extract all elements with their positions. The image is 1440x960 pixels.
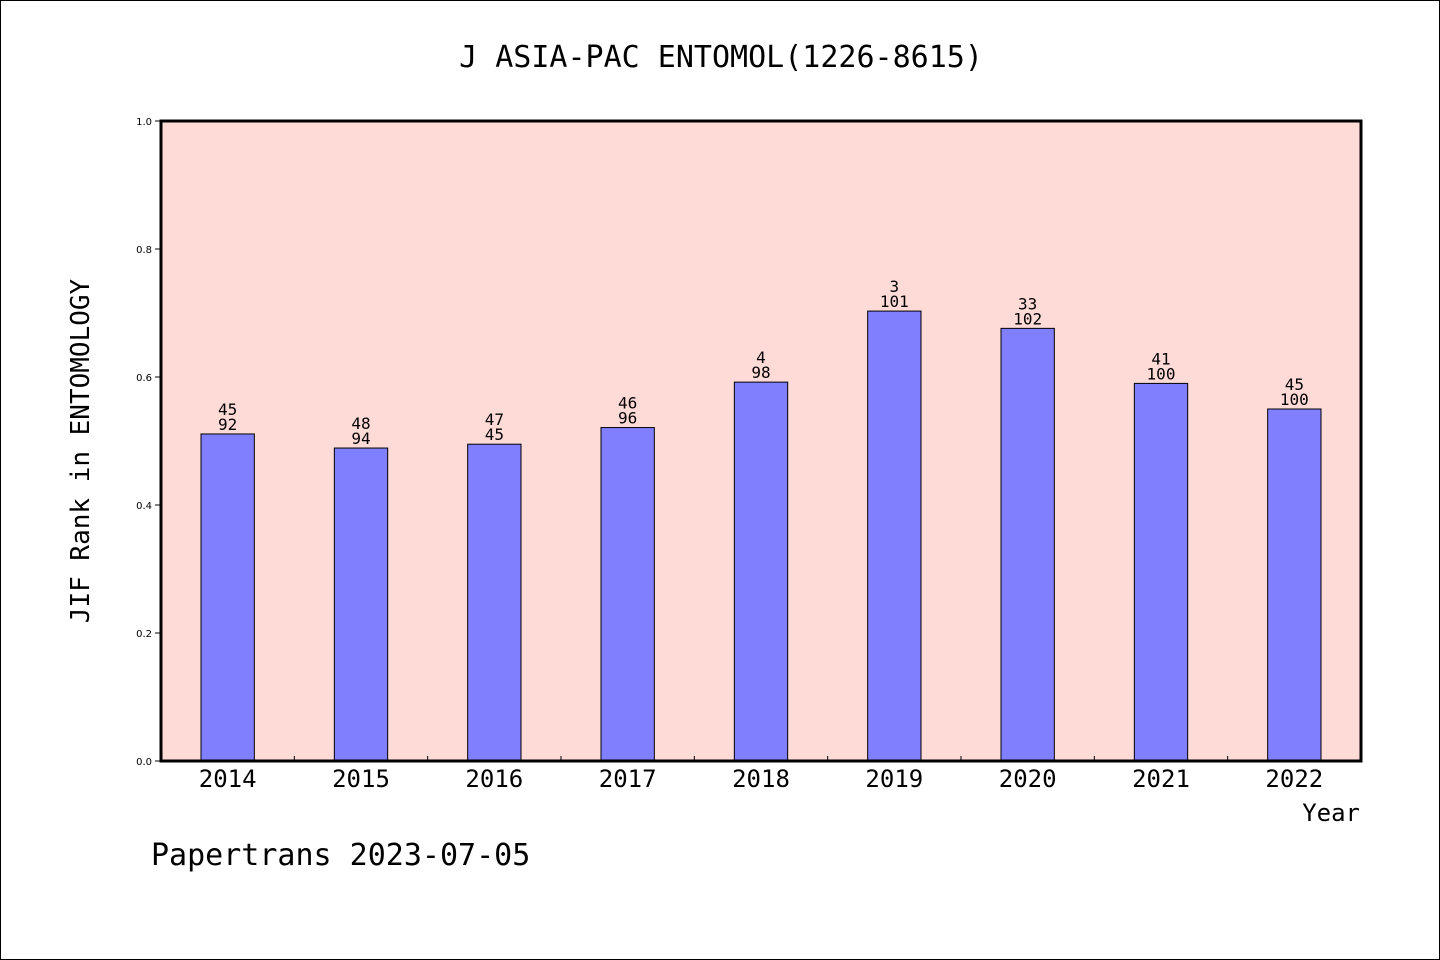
x-tick-label: 2015	[332, 765, 390, 793]
bar-2018	[733, 381, 789, 762]
x-tick-label: 2019	[865, 765, 923, 793]
bar-2020	[1000, 327, 1055, 762]
bar-total-label: 102	[1013, 309, 1042, 328]
bar-total-label: 98	[751, 363, 770, 382]
bar-rank-label: 3	[890, 277, 900, 296]
bar-rank-label: 33	[1018, 294, 1037, 313]
bar-2014	[200, 433, 255, 762]
bar-2021	[1133, 382, 1189, 762]
y-tick-label: 0.2	[136, 629, 152, 640]
bar-total-label: 92	[218, 415, 237, 434]
bars	[200, 310, 1322, 762]
x-tick-label: 2020	[999, 765, 1057, 793]
y-tick-label: 0.4	[136, 501, 152, 512]
bar-total-label: 100	[1280, 390, 1309, 409]
x-tick-label: 2016	[465, 765, 523, 793]
bar-2016	[467, 443, 522, 762]
bar-rank-label: 41	[1151, 349, 1170, 368]
footer-date: Papertrans 2023-07-05	[151, 838, 530, 873]
chart-title: J ASIA-PAC ENTOMOL(1226-8615)	[459, 40, 983, 75]
bar-rank-label: 4	[756, 348, 766, 367]
bar-total-label: 101	[880, 292, 909, 311]
x-tick-label: 2018	[732, 765, 790, 793]
bar-total-label: 45	[485, 425, 504, 444]
bar-total-label: 100	[1147, 364, 1176, 383]
x-tick-label: 2022	[1265, 765, 1323, 793]
y-tick-label: 0.6	[136, 373, 152, 384]
y-tick-label: 1.0	[136, 117, 152, 128]
bar-rank-label: 45	[1285, 375, 1304, 394]
x-tick-label: 2014	[199, 765, 257, 793]
y-axis-ticks: 0.0 0.2 0.4 0.6 0.8 1.0	[136, 117, 161, 768]
bar-total-label: 94	[351, 429, 370, 448]
bar-rank-label: 48	[351, 414, 370, 433]
bar-2017	[600, 427, 655, 762]
x-axis-label: Year	[1302, 799, 1360, 827]
bar-total-label: 96	[618, 409, 637, 428]
x-tick-label: 2017	[599, 765, 657, 793]
y-tick-label: 0.8	[136, 245, 152, 256]
bar-rank-label: 46	[618, 394, 637, 413]
bar-2019	[867, 310, 922, 762]
bar-2015	[333, 447, 389, 762]
y-tick-label: 0.0	[136, 757, 152, 768]
x-axis-ticks: 2014 2015 2016 2017 2018 2019 2020 2021 2022	[199, 756, 1323, 793]
bar-rank-label: 47	[485, 410, 504, 429]
x-tick-label: 2021	[1132, 765, 1190, 793]
plot-border	[159, 119, 1363, 763]
bar-rank-label: 45	[218, 400, 237, 419]
bar-2022	[1267, 408, 1322, 762]
y-axis-label: JIF Rank in ENTOMOLOGY	[66, 278, 96, 623]
